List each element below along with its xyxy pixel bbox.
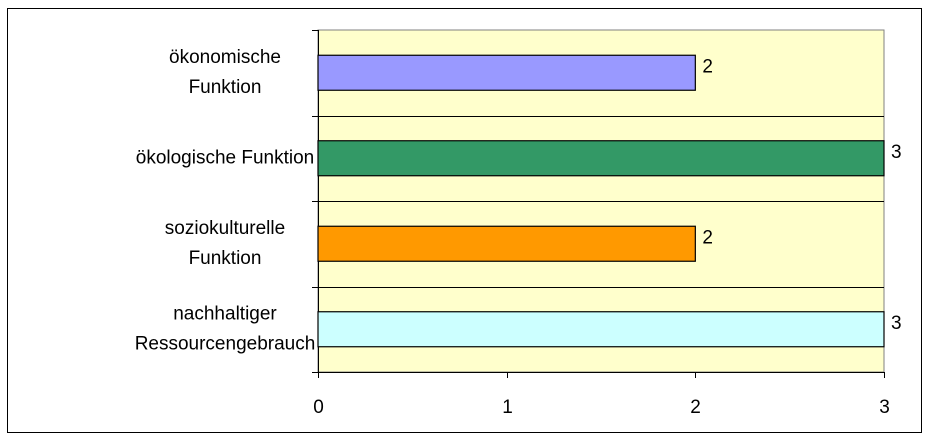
category-label: Funktion [189,77,262,98]
x-tick-label: 3 [879,397,890,418]
bar [318,226,695,261]
bar [318,312,884,347]
data-label: 3 [891,313,902,334]
category-label: Ressourcengebrauch [135,333,316,354]
x-tick-label: 1 [502,397,513,418]
bar [318,55,695,90]
x-tick-label: 2 [690,397,701,418]
data-label: 3 [891,142,902,163]
x-tick-label: 0 [313,397,324,418]
category-label: Funktion [189,248,262,269]
category-label: nachhaltiger [173,303,277,324]
category-label: ökonomische [169,47,281,68]
category-label: soziokulturelle [165,218,285,239]
bar [318,141,884,176]
data-label: 2 [702,227,713,248]
category-label: ökologische Funktion [136,147,315,168]
data-label: 2 [702,56,713,77]
